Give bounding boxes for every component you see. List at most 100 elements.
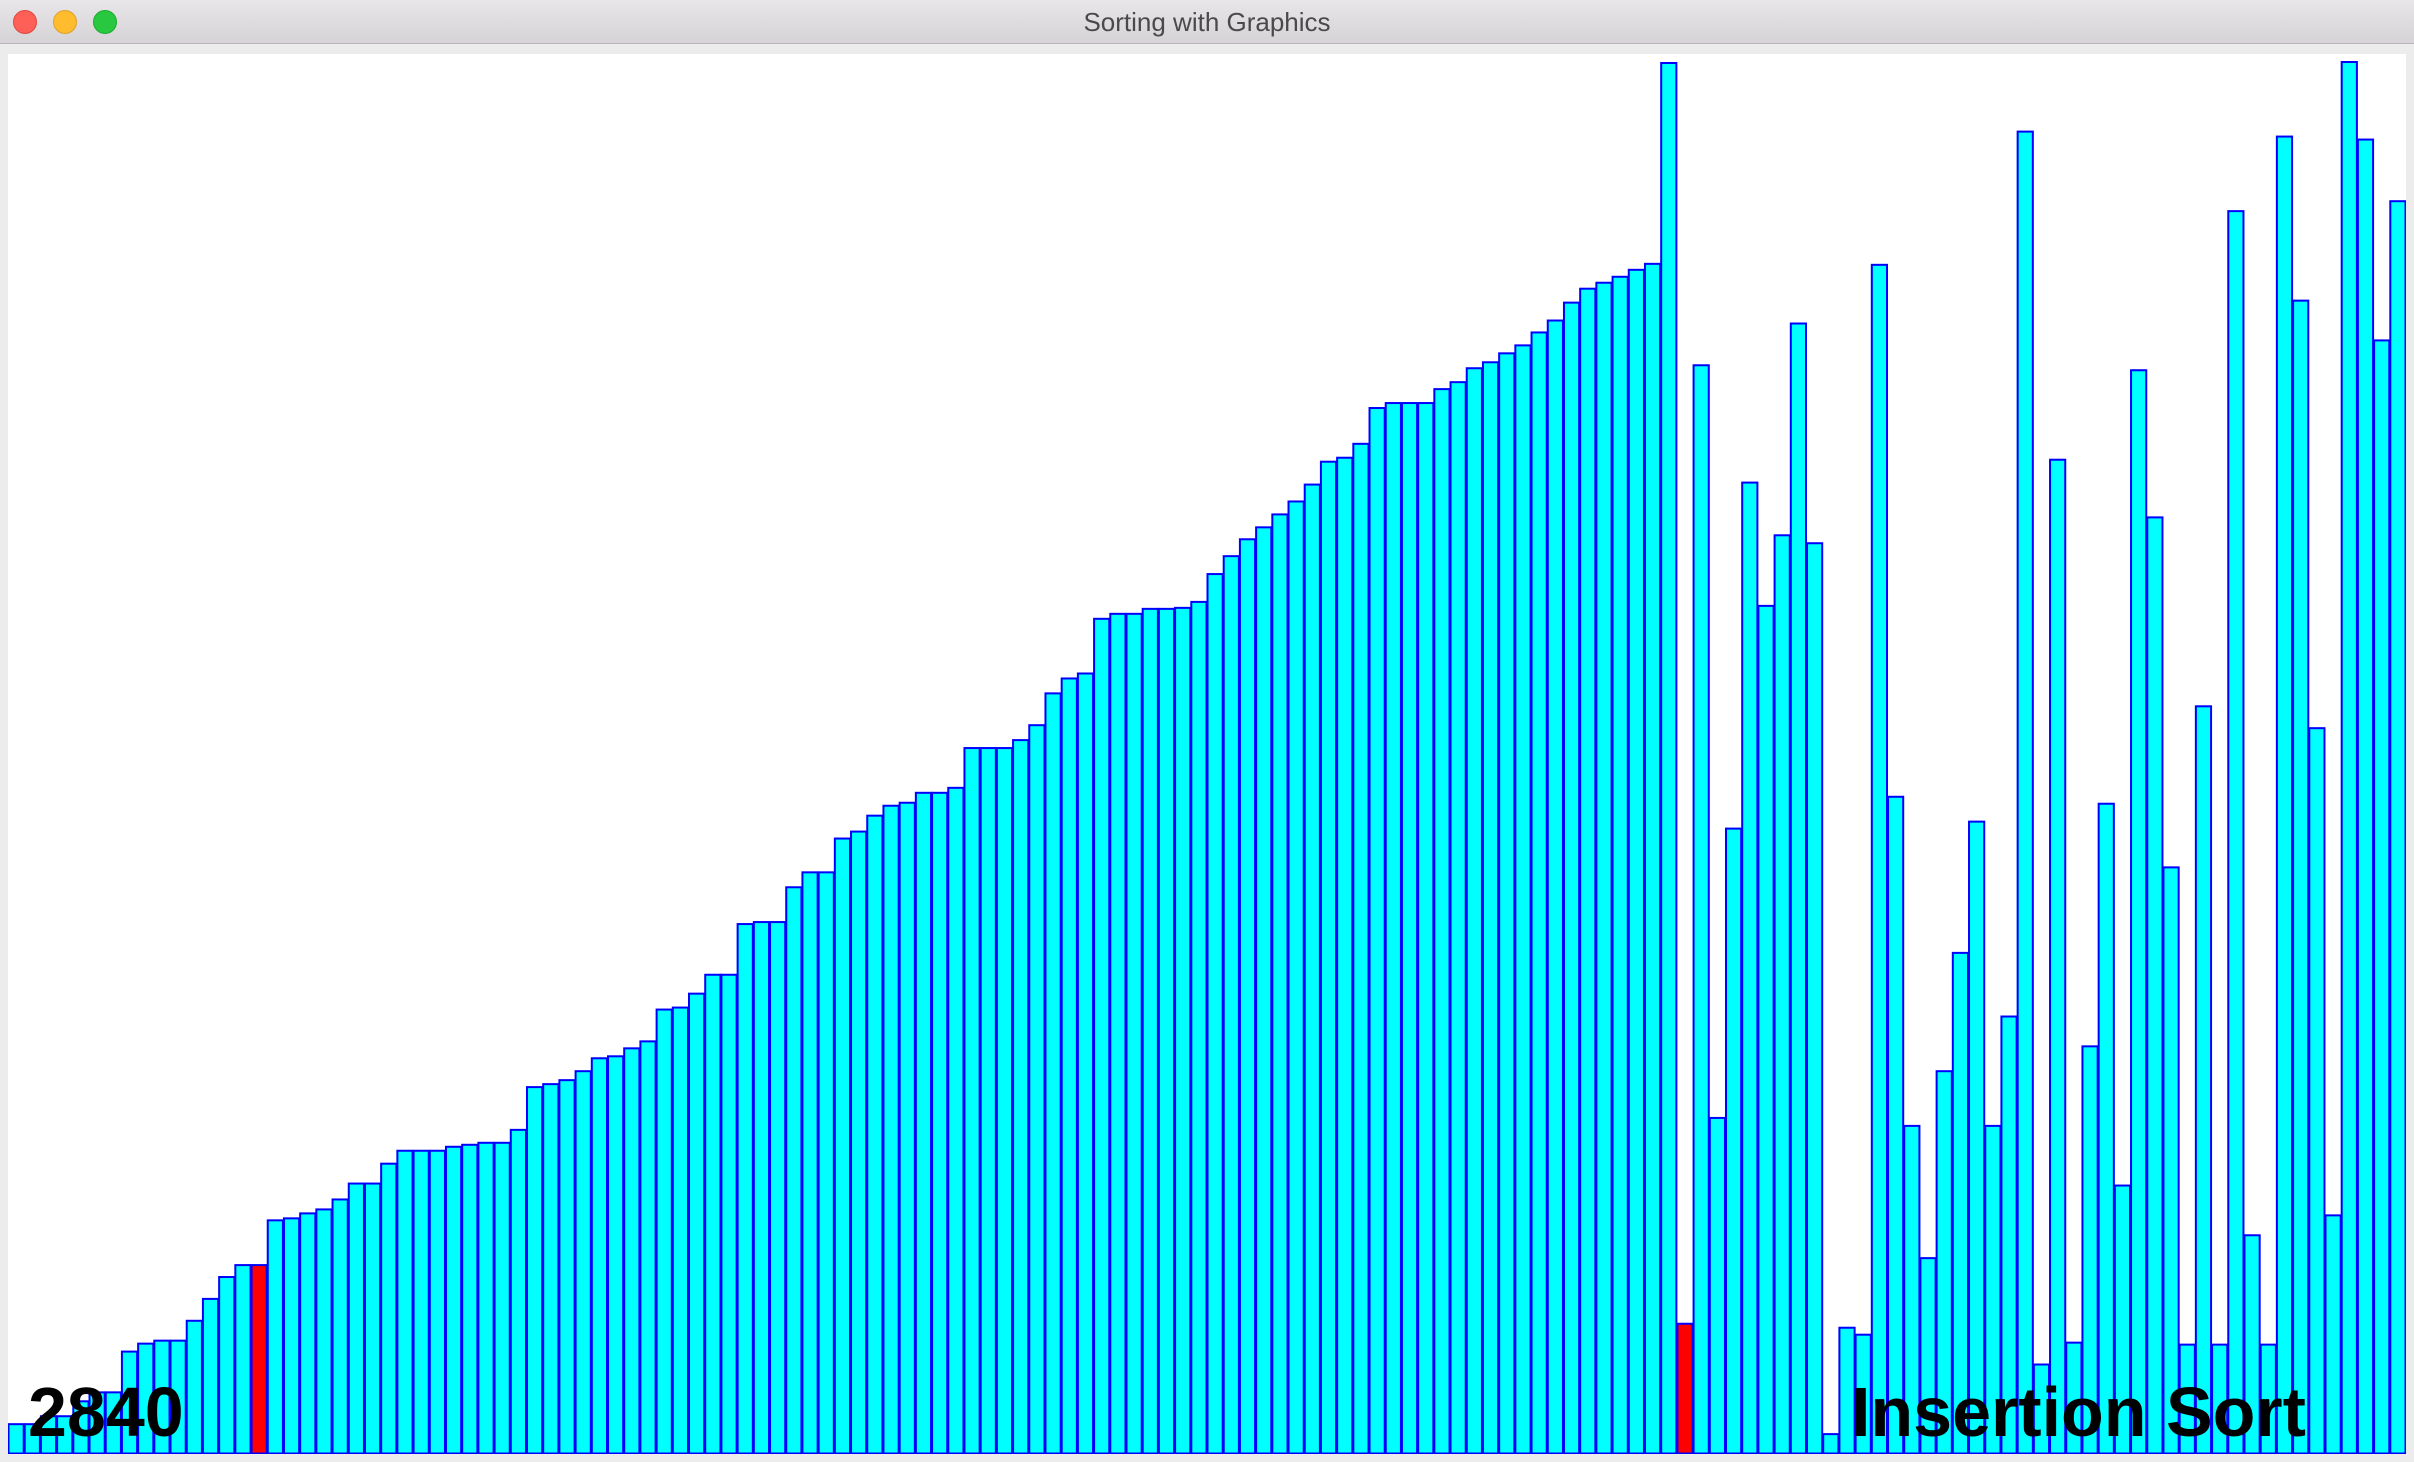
bar: [1789, 322, 1808, 1454]
bar: [1093, 617, 1111, 1454]
bar: [769, 921, 787, 1454]
bar: [2292, 299, 2310, 1454]
bar: [1368, 407, 1386, 1454]
bar: [1741, 481, 1759, 1454]
bar: [201, 1297, 220, 1454]
bar: [833, 837, 852, 1454]
bar: [1887, 795, 1905, 1454]
bar: [801, 871, 819, 1454]
bar: [1757, 604, 1775, 1454]
bar: [2065, 1341, 2083, 1454]
bar: [1951, 951, 1970, 1454]
bar: [1238, 538, 1257, 1454]
bar-chart: [8, 61, 2406, 1454]
bar: [2162, 866, 2180, 1454]
bar: [1514, 344, 1532, 1454]
bar: [574, 1070, 592, 1454]
sorting-canvas: 2840 Insertion Sort: [8, 54, 2406, 1454]
bar: [1141, 607, 1159, 1454]
bar: [2000, 1015, 2018, 1454]
minimize-button[interactable]: [53, 10, 77, 34]
bar: [1806, 542, 1824, 1454]
bar: [218, 1276, 236, 1454]
window-title: Sorting with Graphics: [1083, 7, 1331, 37]
bar: [1287, 500, 1305, 1454]
bar: [2146, 516, 2164, 1454]
bar: [2389, 200, 2406, 1454]
bar: [882, 804, 900, 1454]
highlighted-bar: [250, 1264, 268, 1454]
bar: [2049, 458, 2067, 1454]
bar: [1611, 275, 1629, 1454]
bar: [963, 747, 981, 1454]
bar: [1044, 692, 1062, 1454]
bar: [315, 1208, 333, 1454]
bar: [898, 801, 916, 1454]
bar: [266, 1219, 284, 1454]
bar: [72, 1400, 90, 1454]
bar: [914, 791, 933, 1454]
bar: [1384, 402, 1402, 1454]
bar: [1028, 724, 1046, 1454]
bar: [1303, 483, 1321, 1454]
bar: [1109, 612, 1127, 1454]
bar: [412, 1149, 430, 1454]
bar: [1060, 677, 1078, 1454]
bar: [785, 886, 803, 1454]
bar: [1984, 1124, 2002, 1454]
bar: [2275, 135, 2294, 1454]
bar: [2259, 1343, 2277, 1454]
bar: [347, 1182, 365, 1454]
bar: [444, 1145, 463, 1454]
bar: [1481, 361, 1500, 1454]
bar: [1222, 555, 1240, 1454]
bar: [1870, 263, 1889, 1454]
bar: [2081, 1045, 2099, 1454]
bar: [234, 1264, 252, 1454]
bar: [525, 1086, 544, 1454]
bar: [1190, 600, 1208, 1454]
bar: [1579, 287, 1597, 1454]
bar: [1627, 268, 1645, 1454]
title-bar[interactable]: Sorting with Graphics: [0, 0, 2414, 44]
bar: [2373, 339, 2391, 1454]
bar: [607, 1055, 625, 1454]
comparison-counter: 2840: [28, 1373, 184, 1451]
bar: [752, 921, 771, 1454]
bar: [493, 1141, 511, 1454]
zoom-button[interactable]: [93, 10, 117, 34]
bar: [1562, 301, 1581, 1454]
bar: [1530, 331, 1548, 1454]
bar: [8, 1423, 25, 1454]
bar: [850, 830, 868, 1454]
bar: [1352, 442, 1370, 1454]
bar: [736, 923, 754, 1454]
bar: [169, 1339, 187, 1454]
bar: [461, 1143, 479, 1454]
bar: [1546, 319, 1564, 1454]
bar: [866, 814, 884, 1454]
close-button[interactable]: [13, 10, 37, 34]
bar: [542, 1083, 560, 1454]
bar: [153, 1339, 171, 1454]
bar: [2227, 210, 2245, 1454]
bar: [817, 871, 835, 1454]
bar: [331, 1198, 349, 1454]
bar: [720, 973, 738, 1454]
bar: [995, 747, 1014, 1454]
bar: [380, 1162, 398, 1454]
bar: [1400, 402, 1419, 1454]
bar: [1174, 606, 1192, 1454]
bar: [1449, 381, 1467, 1454]
bar: [396, 1149, 414, 1454]
bar: [979, 747, 997, 1454]
bar: [1076, 672, 1095, 1454]
bar: [1498, 352, 1516, 1454]
bar: [428, 1149, 446, 1454]
bar: [1724, 827, 1743, 1454]
bar: [1157, 607, 1176, 1454]
bar: [1433, 388, 1451, 1454]
bar: [509, 1128, 527, 1454]
highlighted-bar: [1676, 1322, 1694, 1454]
bar: [1692, 364, 1710, 1454]
